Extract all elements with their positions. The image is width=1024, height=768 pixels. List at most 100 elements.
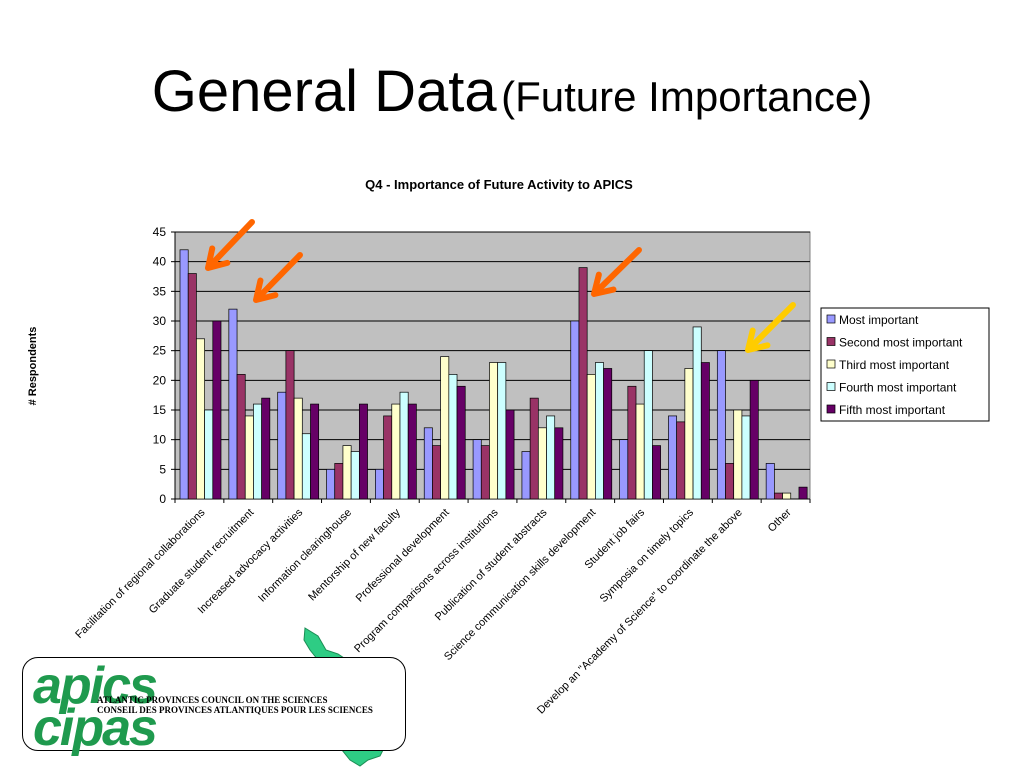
y-tick-label: 45 [153,225,167,239]
legend-label: Third most important [839,358,950,372]
bar-5-6 [456,385,466,500]
legend-label: Fifth most important [839,403,946,417]
chart-title: Q4 - Importance of Future Activity to AP… [365,177,633,192]
bar-3-10 [635,403,645,500]
y-tick-label: 15 [153,403,167,417]
bar-2-9 [578,267,588,500]
bar-3-9 [586,374,596,500]
bar-1-3 [277,391,287,500]
bar-2-4 [334,463,344,500]
bar-2-5 [383,415,393,500]
highlight-arrow-icon [253,252,303,303]
logo-org-english: ATLANTIC PROVINCES COUNCIL ON THE SCIENC… [97,695,328,705]
bar-2-6 [432,445,441,500]
x-tick-label: Information clearinghouse [256,507,354,605]
x-tick-label: Professional development [354,507,452,605]
x-tick-label: Mentorship of new faculty [306,506,403,603]
bar-1-10 [619,439,629,500]
y-tick-label: 25 [153,344,167,358]
bar-1-13 [765,463,775,500]
bar-5-10 [652,445,661,500]
bar-5-8 [554,427,564,500]
bar-1-1 [179,249,189,500]
bar-3-11 [684,368,694,500]
bar-3-5 [391,403,401,500]
x-tick-label: Symposia on timely topics [598,506,697,605]
bar-1-12 [716,350,726,500]
legend-swatch [826,314,836,324]
legend-swatch [826,337,836,346]
bar-1-5 [375,468,384,500]
highlight-arrow-icon [205,219,255,271]
slide-title: General Data (Future Importance) [0,58,1024,125]
x-tick-label: Other [766,506,794,534]
legend [820,307,990,422]
legend-label: Second most important [839,336,963,350]
bar-5-7 [505,409,515,500]
bar-1-6 [423,427,433,500]
logo-org-french: CONSEIL DES PROVINCES ATLANTIQUES POUR L… [97,705,373,715]
bar-3-3 [293,397,303,500]
bar-3-12 [733,409,743,500]
x-tick-label: Graduate student recruitment [147,507,257,617]
bar-1-7 [472,439,482,500]
bar-4-7 [497,362,507,500]
bar-5-12 [749,379,759,500]
bar-5-11 [700,362,710,500]
bar-5-4 [358,403,368,500]
bar-4-2 [253,403,262,500]
bar-4-11 [692,326,702,500]
bar-4-4 [350,451,360,500]
y-tick-label: 10 [153,433,167,447]
bar-1-2 [228,308,238,500]
bar-4-6 [448,374,458,500]
bar-1-8 [521,451,531,500]
bar-2-8 [529,397,539,500]
y-tick-label: 30 [153,314,167,328]
bar-3-2 [244,415,254,500]
bar-4-1 [204,409,214,500]
bar-2-10 [627,385,637,500]
bar-1-11 [668,415,678,500]
bar-5-5 [407,403,417,500]
bar-2-13 [774,492,783,500]
bar-3-6 [440,356,450,500]
bar-3-1 [196,338,205,500]
bar-2-7 [480,445,490,500]
bar-5-1 [212,320,222,500]
bar-4-8 [546,415,556,500]
y-tick-label: 20 [153,373,167,387]
legend-label: Fourth most important [839,381,957,395]
y-tick-label: 35 [153,284,167,298]
bar-1-9 [570,320,580,500]
bar-4-10 [643,350,653,500]
logo-word-cipas: cipas [33,699,158,757]
bar-5-13 [798,486,808,500]
slide-title-sub: (Future Importance) [501,73,873,120]
bar-5-2 [261,397,271,500]
bar-4-3 [301,433,311,500]
y-tick-label: 0 [159,492,166,506]
bar-2-2 [236,374,246,500]
y-axis-label: # Respondents [27,327,39,406]
bar-2-3 [285,350,295,500]
bar-1-4 [326,468,336,500]
y-tick-label: 5 [159,462,166,476]
x-tick-label: Increased advocacy activities [196,506,306,616]
bar-4-9 [595,362,604,500]
legend-swatch [826,359,836,369]
apics-logo: apics ATLANTIC PROVINCES COUNCIL ON THE … [22,657,406,757]
bar-3-8 [537,427,547,500]
slide-title-main: General Data [151,59,497,124]
highlight-arrow-icon [591,247,642,297]
bar-4-5 [399,391,409,500]
bar-3-7 [489,362,499,500]
highlight-arrow-icon [745,302,796,353]
bar-2-1 [187,273,197,500]
bar-5-9 [603,368,613,500]
legend-label: Most important [839,313,919,327]
bar-2-12 [725,463,735,500]
legend-swatch [826,382,836,391]
bar-4-12 [741,415,751,500]
